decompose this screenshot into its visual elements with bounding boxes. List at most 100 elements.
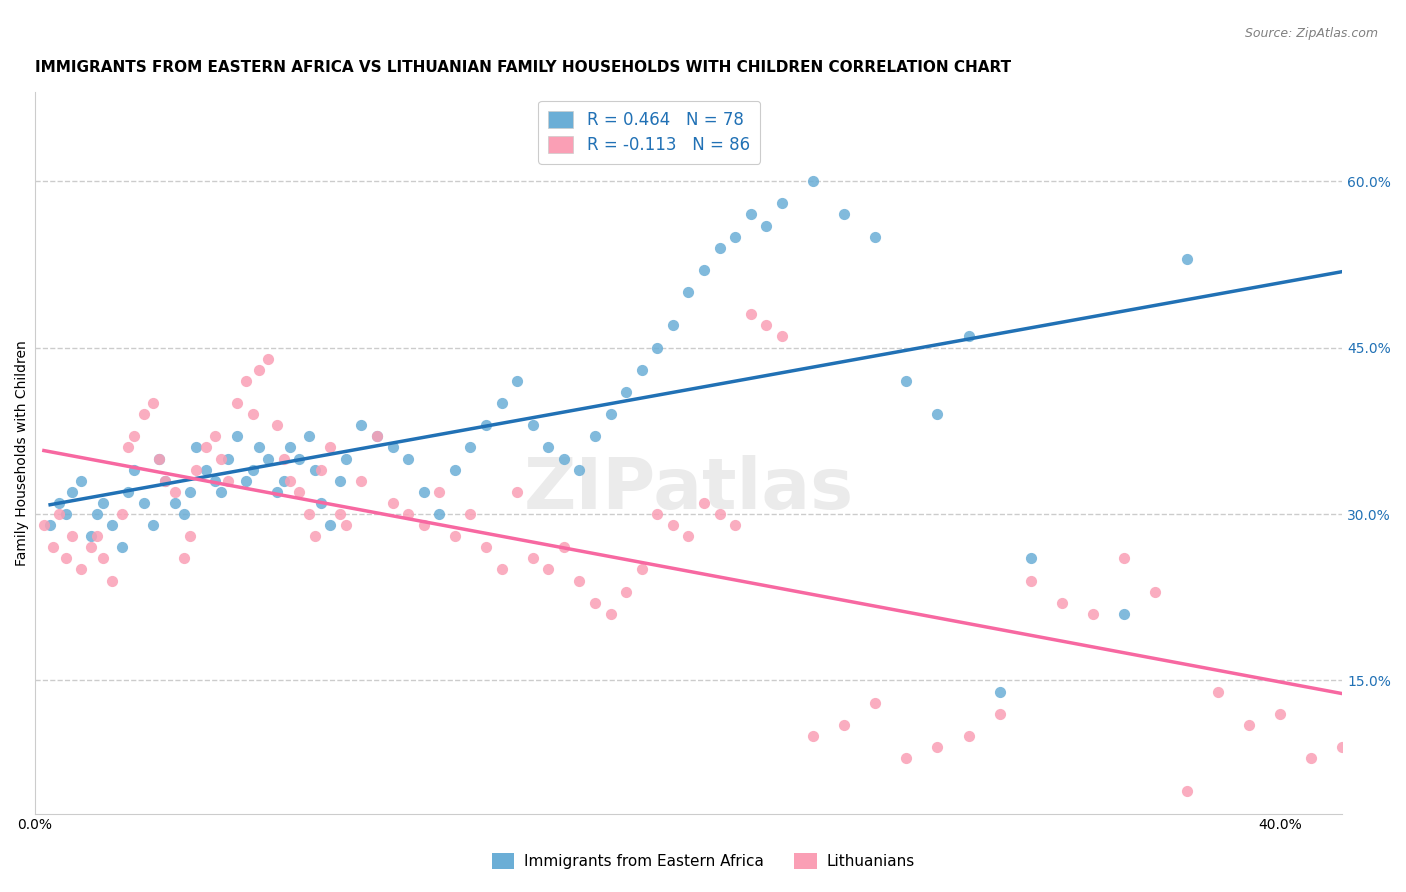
Point xyxy=(226,429,249,443)
Point xyxy=(209,484,232,499)
Point xyxy=(101,518,124,533)
Point xyxy=(506,374,529,388)
Point xyxy=(186,462,208,476)
Point xyxy=(678,285,700,299)
Point xyxy=(1050,596,1073,610)
Point xyxy=(242,462,264,476)
Point xyxy=(491,562,513,576)
Y-axis label: Family Households with Children: Family Households with Children xyxy=(15,340,30,566)
Point xyxy=(42,541,65,555)
Point xyxy=(60,484,83,499)
Point xyxy=(55,551,77,566)
Point xyxy=(278,474,301,488)
Point xyxy=(693,496,716,510)
Point xyxy=(335,451,357,466)
Point xyxy=(537,562,560,576)
Point xyxy=(142,518,165,533)
Point xyxy=(832,718,855,732)
Point xyxy=(1206,684,1229,698)
Point xyxy=(163,484,186,499)
Point xyxy=(832,207,855,221)
Point xyxy=(988,684,1011,698)
Point xyxy=(506,484,529,499)
Point xyxy=(396,451,419,466)
Point xyxy=(709,507,731,521)
Point xyxy=(217,474,239,488)
Point xyxy=(740,307,762,321)
Point xyxy=(645,507,668,521)
Point xyxy=(1301,751,1323,765)
Point xyxy=(475,418,498,433)
Text: Source: ZipAtlas.com: Source: ZipAtlas.com xyxy=(1244,27,1378,40)
Point xyxy=(1114,551,1136,566)
Point xyxy=(148,451,170,466)
Point xyxy=(288,484,311,499)
Point xyxy=(142,396,165,410)
Point xyxy=(101,574,124,588)
Point xyxy=(491,396,513,410)
Point xyxy=(693,263,716,277)
Point xyxy=(122,462,145,476)
Point xyxy=(335,518,357,533)
Point xyxy=(122,429,145,443)
Point xyxy=(755,219,778,233)
Point xyxy=(350,474,373,488)
Point xyxy=(70,562,93,576)
Point xyxy=(1268,706,1291,721)
Point xyxy=(583,596,606,610)
Point xyxy=(304,462,326,476)
Point xyxy=(583,429,606,443)
Point xyxy=(179,529,201,543)
Point xyxy=(226,396,249,410)
Point xyxy=(568,462,591,476)
Point xyxy=(770,329,793,343)
Point xyxy=(678,529,700,543)
Point xyxy=(297,429,319,443)
Point xyxy=(186,441,208,455)
Point xyxy=(709,241,731,255)
Point xyxy=(173,507,195,521)
Point xyxy=(957,329,980,343)
Point xyxy=(662,318,685,333)
Point xyxy=(366,429,388,443)
Point xyxy=(460,507,482,521)
Point xyxy=(770,196,793,211)
Point xyxy=(278,441,301,455)
Point xyxy=(266,484,288,499)
Point xyxy=(1019,551,1042,566)
Point xyxy=(427,484,450,499)
Point xyxy=(801,174,824,188)
Point xyxy=(662,518,685,533)
Point xyxy=(155,474,177,488)
Point xyxy=(309,462,332,476)
Point xyxy=(444,462,467,476)
Point xyxy=(70,474,93,488)
Point xyxy=(801,729,824,743)
Point xyxy=(329,474,352,488)
Point xyxy=(117,441,139,455)
Point xyxy=(247,441,270,455)
Point xyxy=(288,451,311,466)
Point xyxy=(568,574,591,588)
Point xyxy=(350,418,373,433)
Point xyxy=(209,451,232,466)
Point xyxy=(988,706,1011,721)
Point xyxy=(155,474,177,488)
Point xyxy=(1175,252,1198,266)
Point xyxy=(48,507,70,521)
Point xyxy=(957,729,980,743)
Legend: Immigrants from Eastern Africa, Lithuanians: Immigrants from Eastern Africa, Lithuani… xyxy=(485,847,921,875)
Text: IMMIGRANTS FROM EASTERN AFRICA VS LITHUANIAN FAMILY HOUSEHOLDS WITH CHILDREN COR: IMMIGRANTS FROM EASTERN AFRICA VS LITHUA… xyxy=(35,60,1011,75)
Point xyxy=(309,496,332,510)
Point xyxy=(266,418,288,433)
Point xyxy=(1331,739,1354,754)
Point xyxy=(173,551,195,566)
Point xyxy=(1019,574,1042,588)
Point xyxy=(60,529,83,543)
Point xyxy=(32,518,55,533)
Point xyxy=(614,384,637,399)
Point xyxy=(194,441,217,455)
Point xyxy=(553,451,575,466)
Point xyxy=(1175,784,1198,798)
Point xyxy=(55,507,77,521)
